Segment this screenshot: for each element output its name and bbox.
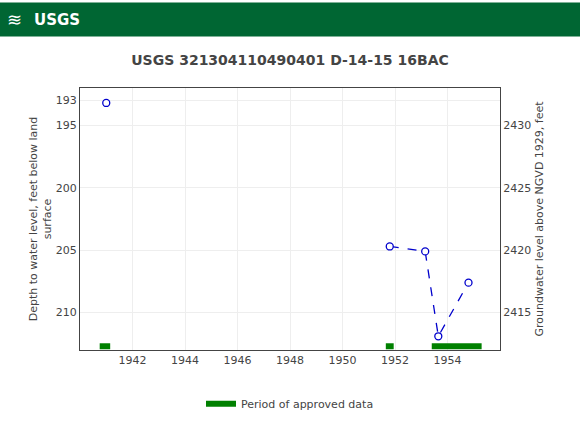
svg-text:1954: 1954 xyxy=(434,354,462,367)
svg-text:1950: 1950 xyxy=(329,354,357,367)
svg-text:195: 195 xyxy=(56,119,77,132)
svg-text:≋: ≋ xyxy=(7,9,22,30)
svg-text:1946: 1946 xyxy=(224,354,252,367)
svg-text:1952: 1952 xyxy=(381,354,409,367)
svg-text:193: 193 xyxy=(56,94,77,107)
svg-text:Period of approved data: Period of approved data xyxy=(241,398,373,411)
svg-text:Depth to water level, feet bel: Depth to water level, feet below landsur… xyxy=(27,117,54,322)
svg-text:1942: 1942 xyxy=(119,354,147,367)
svg-text:205: 205 xyxy=(56,244,77,257)
svg-text:USGS 321304110490401 D-14-15 1: USGS 321304110490401 D-14-15 16BAC xyxy=(131,52,449,68)
svg-text:2425: 2425 xyxy=(503,182,531,195)
svg-text:210: 210 xyxy=(56,306,77,319)
svg-text:200: 200 xyxy=(56,182,77,195)
svg-text:2430: 2430 xyxy=(503,119,531,132)
svg-text:1944: 1944 xyxy=(171,354,199,367)
svg-text:2415: 2415 xyxy=(503,306,531,319)
svg-text:Groundwater level above NGVD 1: Groundwater level above NGVD 1929, feet xyxy=(533,101,546,337)
svg-text:2420: 2420 xyxy=(503,244,531,257)
svg-text:USGS: USGS xyxy=(34,11,80,29)
svg-text:1948: 1948 xyxy=(276,354,304,367)
